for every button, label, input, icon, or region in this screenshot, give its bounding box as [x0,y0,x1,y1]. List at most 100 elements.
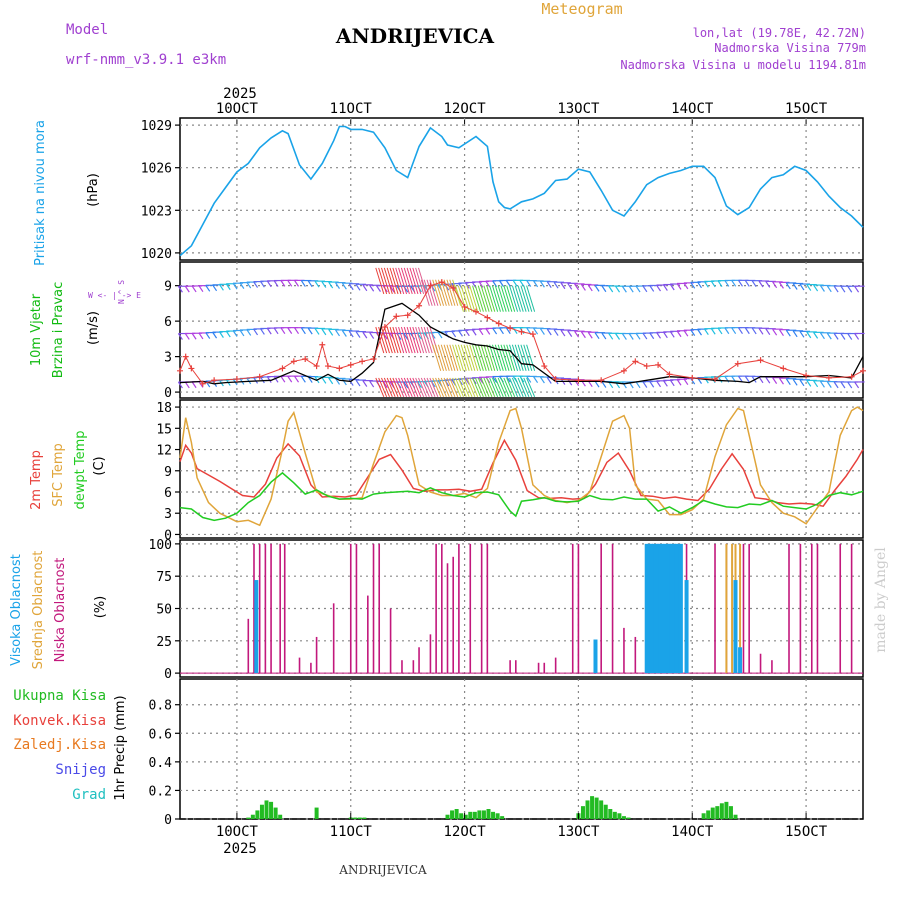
wind-barb [514,344,524,371]
wind-barb [287,375,293,383]
precip-bar [603,804,608,819]
y-tick-label: 50 [156,603,172,618]
wind-barb [587,331,593,339]
gust-marker [472,308,479,315]
wind-barb [423,377,433,398]
wind-barb [669,330,675,338]
wind-barb [523,344,533,371]
cloud-bar [355,543,358,674]
wind-barb [505,280,511,287]
wind-barb [511,285,521,312]
wind-barb [406,326,416,354]
cloud-bar [714,543,716,674]
wind-barb [432,377,442,398]
wind-barb [375,285,381,292]
gust-marker [450,285,457,292]
cloud-bar [678,543,683,674]
wind-barb [737,280,743,287]
gust-marker [780,365,787,372]
wind-barb [492,327,498,335]
wind-barb [500,285,510,312]
gust-marker [427,282,434,289]
wind-barb [369,380,375,388]
wind-barb [412,377,422,398]
wind-label-2: Brzina i Pravac [51,282,66,379]
wind-barb [520,377,530,398]
wind-barb [758,280,764,288]
wind-barb [539,376,545,384]
cloud-bar [372,543,375,674]
top-tick-label: 11OCT [330,101,373,117]
wind-barb [383,267,393,295]
precip-bar [585,800,590,819]
wind-barb [505,327,511,334]
wind-barb [503,377,513,398]
cloud-bar [435,543,437,674]
wind-barb [480,285,490,312]
wind-barb [446,344,456,371]
wind-barb [406,267,416,295]
wind-barb [751,280,757,288]
wind-barb [225,330,231,338]
wind-barb [621,285,627,293]
precip-bar [273,807,278,819]
gust-marker [381,324,388,331]
wind-barb [826,332,832,340]
precip-bar [617,813,622,819]
top-tick-label: 13OCT [557,101,600,117]
wind-direction-legend-we: W <- | -> E [88,291,141,300]
wind-barb [710,280,716,288]
wind-barb [772,328,778,336]
precip-bar [724,801,729,819]
wind-barb [492,377,501,398]
wind-barb [328,329,334,336]
wind-barb [415,377,425,398]
y-tick-label: 0 [164,386,172,401]
temp-panel [179,399,864,539]
wind-barb [744,375,750,383]
cloud-unit: (%) [93,596,108,619]
precip-legend-label: Zaledj.Kisa [13,737,106,753]
wind-barb [472,377,482,398]
wind-barb [198,285,204,292]
wind-barb [696,328,702,336]
precip-legend-label: Konvek.Kisa [13,713,106,729]
wind-barb [386,326,396,354]
wind-barb [403,377,413,398]
wind-barb [676,378,682,386]
precip-bar [701,813,706,819]
gust-marker [404,312,411,319]
wind-barb [737,375,743,383]
wind-barb [466,344,476,371]
series-line-dewpt-temp [179,471,864,522]
precip-bar [259,804,264,819]
top-tick-label: 10OCT [216,101,259,117]
y-tick-label: 0 [164,667,172,682]
gust-marker [598,377,605,384]
wind-barb [307,280,313,288]
gust-marker [313,363,320,370]
wind-barb [669,283,675,291]
y-tick-label: 100 [149,538,172,553]
bottom-tick-label: 11OCT [330,824,373,840]
wind-barb [420,326,430,354]
gust-marker [757,357,764,364]
wind-barb [362,380,368,387]
precip-bar [357,817,362,819]
cloud-bar [247,618,250,674]
wind-barb [676,283,682,290]
cloud-bar [593,639,598,674]
wind-barb [703,328,709,335]
wind-barb [483,285,493,312]
wind-barb [191,332,197,340]
precip-bar [472,811,477,819]
cloud-bar [611,543,614,674]
wind-barb [751,327,757,335]
bottom-tick-label: 13OCT [557,824,600,840]
wind-barb [348,379,354,386]
wind-barb [321,377,327,384]
wind-barb [466,377,476,398]
cloud-bar [469,543,472,674]
precip-bar [580,806,585,819]
y-tick-label: 0.6 [149,727,172,742]
